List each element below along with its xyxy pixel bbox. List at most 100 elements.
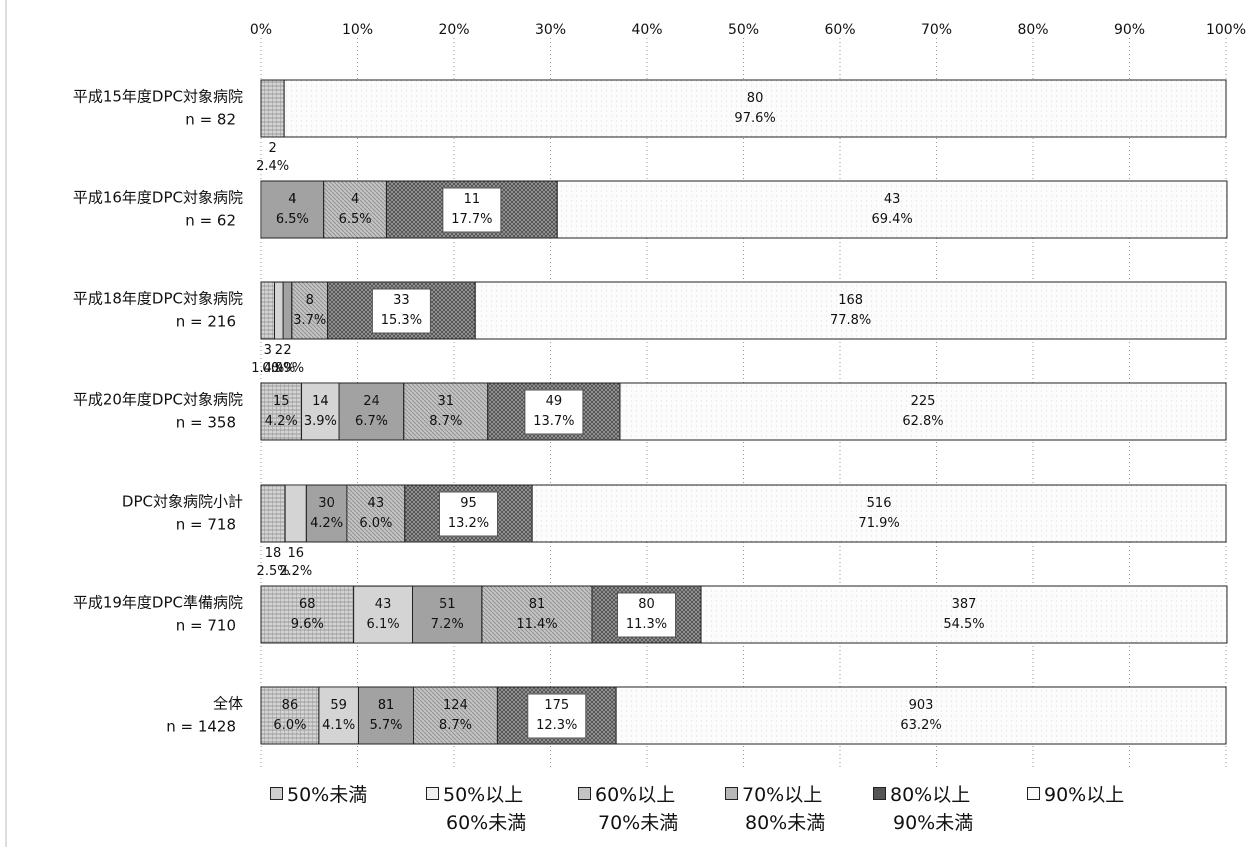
x-tick-label: 60% (824, 22, 855, 38)
bar-segment (412, 585, 483, 644)
legend-label: 50%以上 (443, 784, 524, 806)
bar-percent-label: 3.9% (304, 414, 337, 429)
category-n-label: n = 358 (176, 414, 236, 432)
bar-segment (260, 686, 320, 745)
bar-segment (357, 686, 414, 745)
bar-segment (282, 281, 293, 340)
x-tick-label: 30% (535, 22, 566, 38)
bar-label-box (438, 491, 498, 537)
bar-value-label: 15 (273, 394, 290, 409)
bar-label-box (617, 592, 677, 638)
bar-value-label: 14 (312, 394, 329, 409)
category-n-label: n = 718 (176, 516, 236, 534)
x-tick-label: 40% (631, 22, 662, 38)
x-tick-label: 0% (250, 22, 272, 38)
legend-swatch (426, 787, 439, 800)
bar-value-label: 516 (867, 496, 892, 511)
legend-item: 50%未満 (270, 781, 367, 809)
bar-value-label: 168 (838, 293, 863, 308)
legend-swatch (1027, 787, 1040, 800)
bar-segment (338, 382, 405, 441)
bar-percent-label: 11.4% (516, 617, 557, 632)
bar-percent-label: 13.2% (448, 516, 489, 531)
bar-segment (412, 686, 498, 745)
bar-percent-label: 17.7% (451, 212, 492, 227)
bar-percent-label: 9.6% (291, 617, 324, 632)
bar-percent-label: 12.3% (536, 718, 577, 733)
category-n-label: n = 710 (176, 617, 236, 635)
bar-percent-label: 6.7% (355, 414, 388, 429)
bar-percent-label: 5.7% (369, 718, 402, 733)
bar-segment (346, 484, 406, 543)
bar-value-label: 903 (909, 698, 934, 713)
bar-segment (260, 281, 276, 340)
bar-label-box (524, 389, 584, 435)
bar-value-label: 24 (363, 394, 380, 409)
bar-segment (305, 484, 348, 543)
bar-segment (353, 585, 414, 644)
bar-segment (474, 281, 1227, 340)
bar-value-label: 124 (443, 698, 468, 713)
bar-percent-label: 1.4% (251, 361, 284, 376)
bar-segment (403, 382, 489, 441)
bar-percent-label: 6.1% (367, 617, 400, 632)
legend-label: 90%以上 (1044, 784, 1125, 806)
category-n-label: n = 82 (185, 111, 236, 129)
bar-segment (260, 585, 355, 644)
category-label: 平成16年度DPC対象病院 (73, 189, 243, 207)
legend-label: 60%以上 (595, 784, 676, 806)
category-n-label: n = 1428 (166, 718, 236, 736)
bar-percent-label: 4.2% (310, 516, 343, 531)
x-tick-label: 10% (342, 22, 373, 38)
bar-percent-label: 2.4% (256, 159, 289, 174)
bar-segment (274, 281, 284, 340)
bar-segment (283, 79, 1227, 138)
bar-segment (615, 686, 1227, 745)
legend-swatch (873, 787, 886, 800)
bar-value-label: 4 (351, 192, 359, 207)
legend-label: 60%未満 (446, 812, 527, 834)
x-tick-label: 20% (438, 22, 469, 38)
legend-label: 50%未満 (287, 784, 368, 806)
bar-percent-label: 77.8% (830, 313, 871, 328)
bar-segment (301, 382, 340, 441)
category-n-label: n = 216 (176, 313, 236, 331)
bar-value-label: 43 (884, 192, 901, 207)
x-tick-label: 70% (921, 22, 952, 38)
category-label: 平成15年度DPC対象病院 (73, 88, 243, 106)
bar-segment (619, 382, 1227, 441)
bar-segment (260, 484, 286, 543)
bar-percent-label: 2.2% (279, 564, 312, 579)
bar-label-box (371, 288, 431, 334)
x-tick-label: 100% (1206, 22, 1246, 38)
legend-label: 80%以上 (890, 784, 971, 806)
legend-label: 90%未満 (893, 812, 974, 834)
legend-label: 70%以上 (742, 784, 823, 806)
bar-value-label: 59 (330, 698, 347, 713)
bar-percent-label: 2.5% (257, 564, 290, 579)
bar-value-label: 68 (299, 597, 316, 612)
bar-percent-label: 54.5% (943, 617, 984, 632)
category-label: 平成19年度DPC準備病院 (73, 594, 243, 612)
bar-percent-label: 6.0% (359, 516, 392, 531)
category-label: 全体 (213, 695, 243, 713)
bar-segment (700, 585, 1228, 644)
bar-value-label: 2 (275, 343, 283, 358)
legend-item: 90%以上 (1027, 781, 1124, 809)
category-label: 平成18年度DPC対象病院 (73, 290, 243, 308)
bar-value-label: 11 (464, 192, 481, 207)
category-label: 平成20年度DPC対象病院 (73, 391, 243, 409)
bar-value-label: 31 (438, 394, 455, 409)
bar-value-label: 51 (439, 597, 456, 612)
legend-label: 80%未満 (745, 812, 826, 834)
bar-value-label: 49 (546, 394, 563, 409)
bar-percent-label: 0.9% (271, 361, 304, 376)
legend-item: 60%以上 70%未満 (578, 781, 678, 837)
bar-label-box (527, 693, 587, 739)
bar-value-label: 175 (544, 698, 569, 713)
bar-value-label: 95 (460, 496, 477, 511)
bar-segment (291, 281, 329, 340)
bar-value-label: 43 (375, 597, 392, 612)
